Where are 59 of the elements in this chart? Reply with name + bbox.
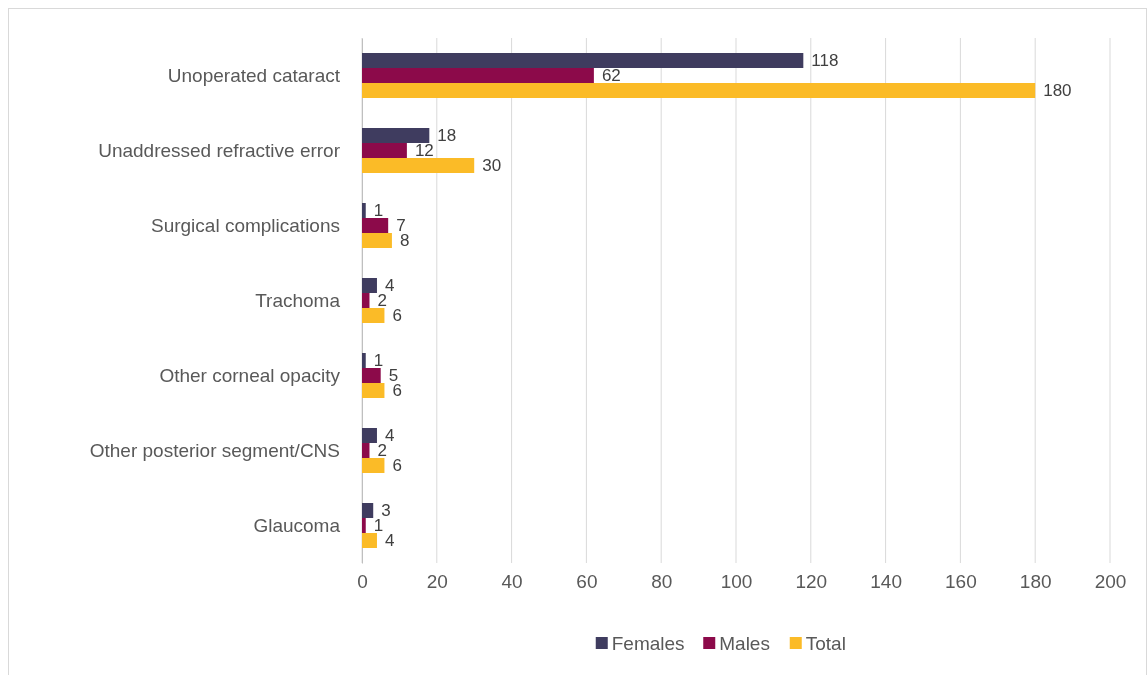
y-tick-label: Trachoma (255, 289, 341, 311)
bar (362, 143, 407, 158)
data-label: 62 (601, 66, 621, 85)
data-label: 30 (482, 156, 502, 175)
data-label: 6 (392, 456, 402, 475)
bar (362, 218, 389, 233)
x-tick-label: 40 (501, 571, 523, 593)
bar (362, 83, 1036, 98)
x-tick-label: 140 (870, 571, 902, 593)
bar (362, 308, 385, 323)
data-label: 1 (373, 516, 384, 535)
bar (362, 428, 377, 443)
legend-label: Males (719, 632, 770, 654)
bar (362, 203, 366, 218)
bar (362, 503, 374, 518)
legend-label: Females (611, 632, 685, 654)
x-tick-label: 100 (720, 571, 753, 593)
data-label: 6 (392, 306, 402, 325)
x-tick-label: 180 (1019, 571, 1052, 593)
bar (362, 128, 430, 143)
data-label: 3 (381, 501, 391, 520)
bar (362, 53, 804, 68)
data-label: 4 (384, 531, 395, 550)
bar (362, 158, 475, 173)
y-tick-label: Surgical complications (150, 214, 340, 236)
data-label: 2 (377, 441, 387, 460)
data-label: 12 (414, 141, 434, 160)
x-tick-label: 20 (426, 571, 448, 593)
data-label: 4 (384, 426, 395, 445)
x-tick-label: 0 (357, 571, 368, 593)
data-label: 1 (373, 351, 384, 370)
bar (362, 458, 385, 473)
bar (362, 353, 366, 368)
data-label: 118 (811, 51, 839, 70)
bar (362, 293, 370, 308)
x-tick-label: 200 (1094, 571, 1127, 593)
y-tick-label: Unaddressed refractive error (98, 139, 341, 161)
x-tick-label: 160 (945, 571, 977, 593)
bar (362, 518, 366, 533)
bar (362, 533, 377, 548)
y-tick-label: Other corneal opacity (159, 364, 341, 386)
x-tick-label: 60 (576, 571, 598, 593)
data-label: 18 (437, 126, 457, 145)
y-tick-label: Unoperated cataract (167, 64, 341, 86)
bar (362, 68, 594, 83)
data-label: 4 (384, 276, 395, 295)
bar (362, 383, 385, 398)
bar (362, 278, 377, 293)
y-tick-label: Other posterior segment/CNS (89, 439, 340, 461)
x-tick-label: 80 (651, 571, 673, 593)
bar (362, 443, 370, 458)
data-label: 2 (377, 291, 387, 310)
data-label: 180 (1043, 81, 1072, 100)
bar (362, 233, 392, 248)
data-label: 1 (373, 201, 384, 220)
x-tick-label: 120 (795, 571, 828, 593)
bar (362, 368, 381, 383)
legend-label: Total (805, 632, 846, 654)
y-tick-label: Glaucoma (253, 514, 341, 536)
